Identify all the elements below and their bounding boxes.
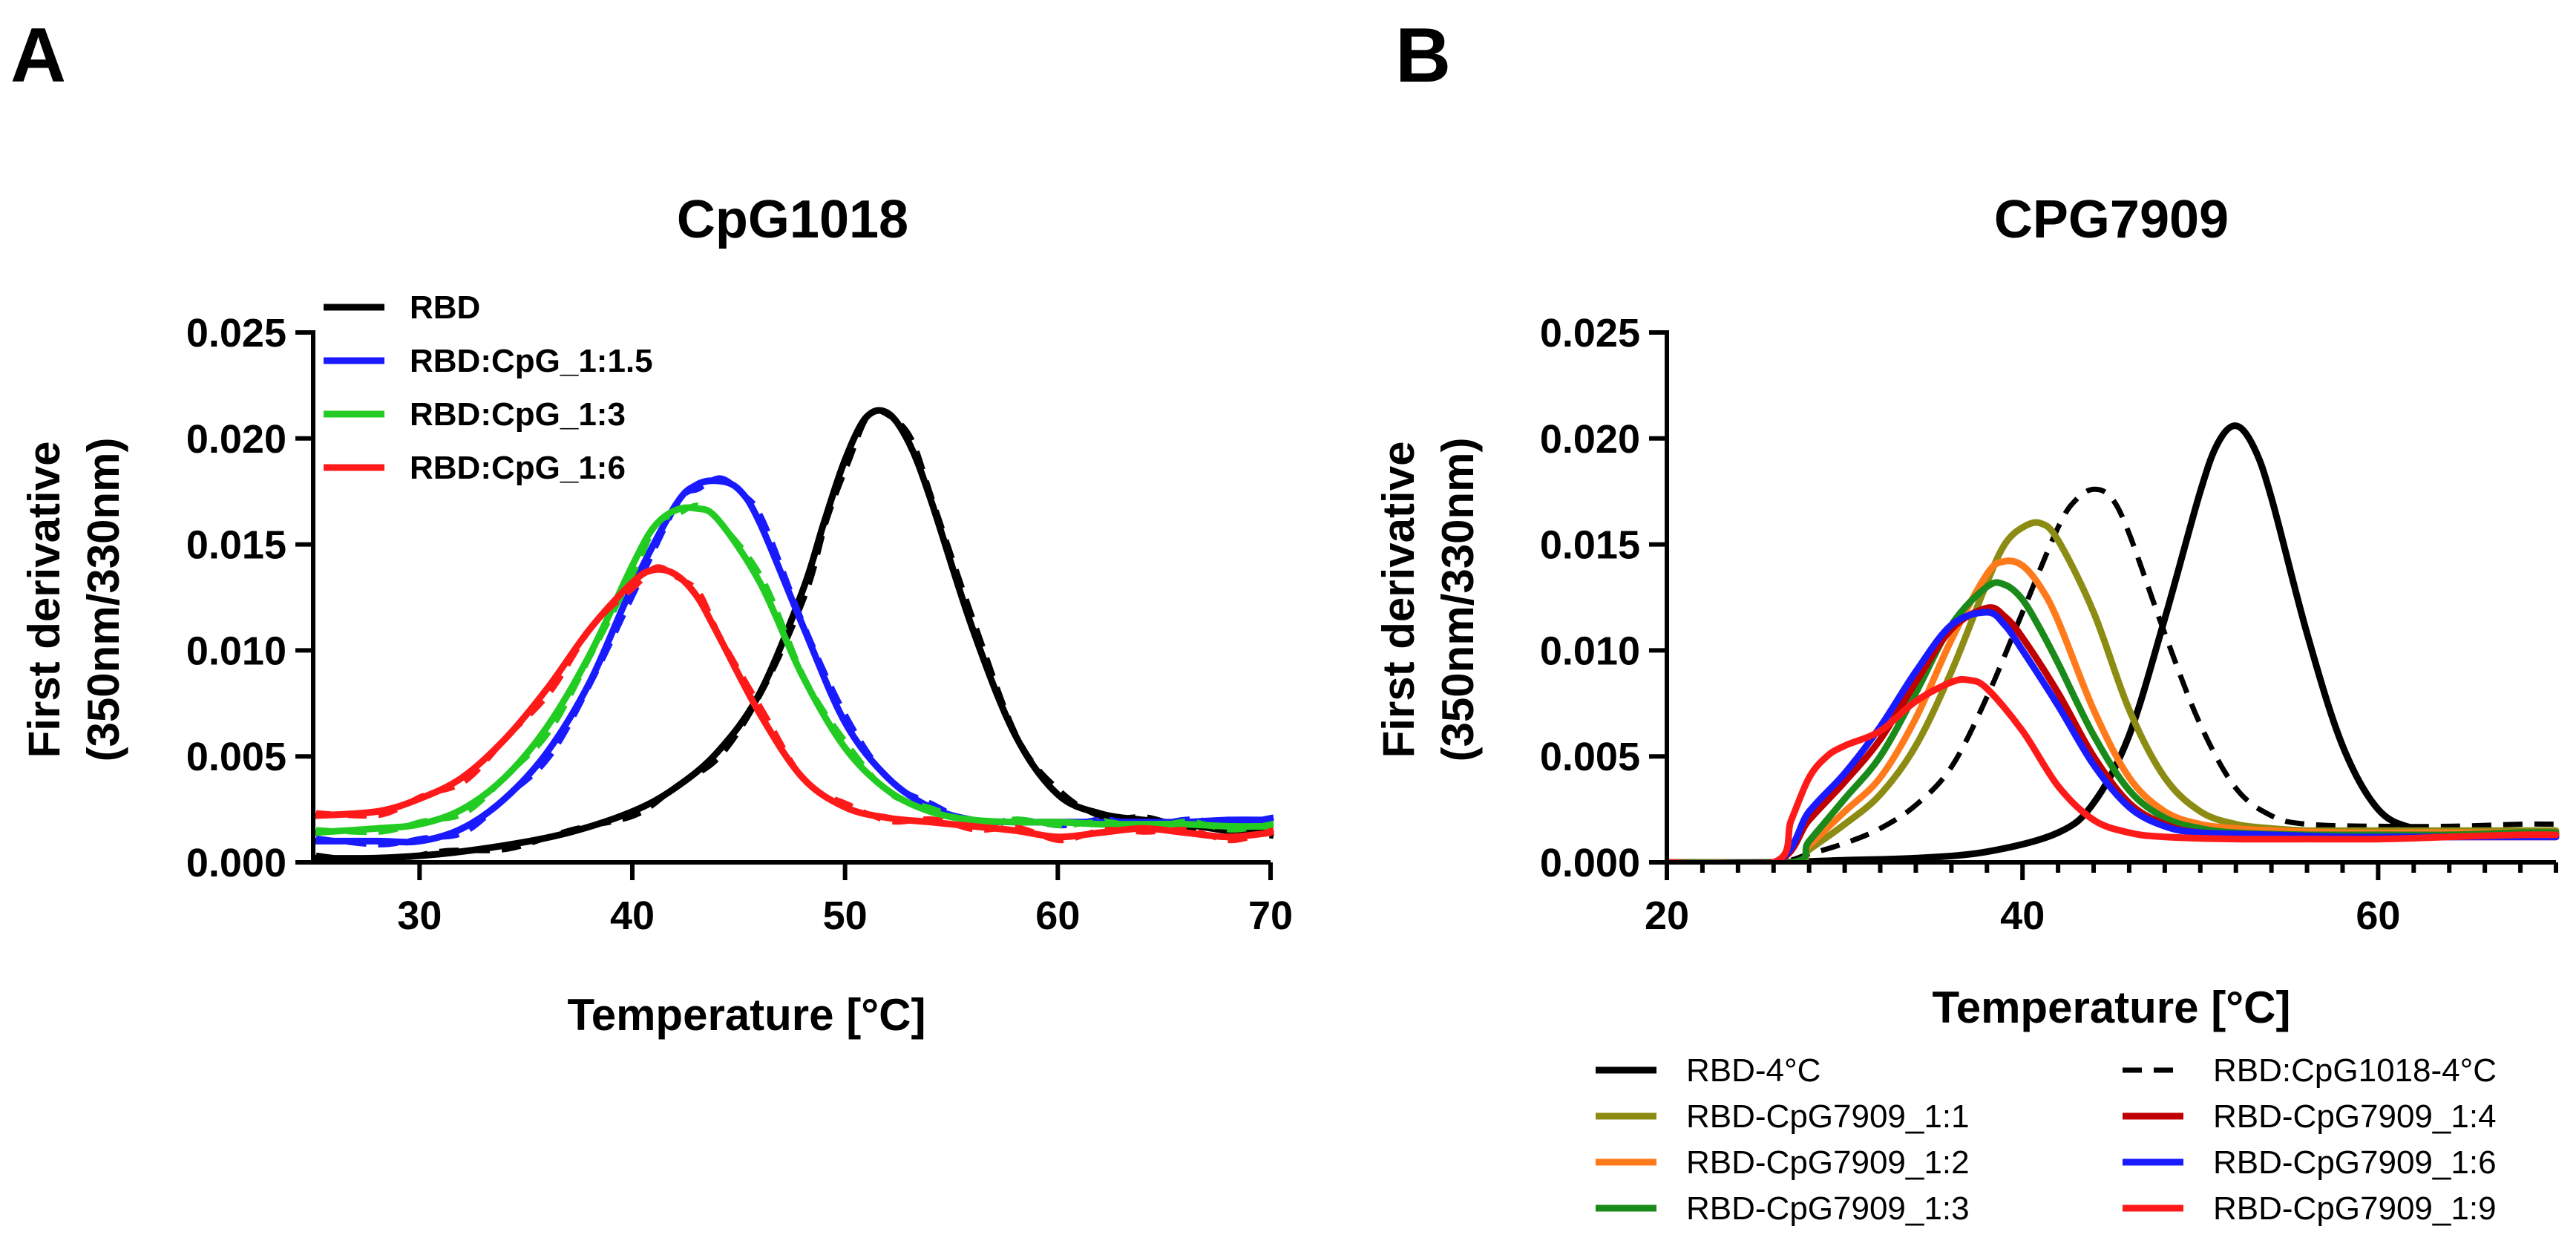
panel-b-xtick-label: 40: [2000, 894, 2045, 938]
panel-a-series-rbd-replicate-line: [315, 407, 1274, 864]
panel-a-legend-rbd-cpg-1-6-label: RBD:CpG_1:6: [410, 450, 626, 486]
panel-a-legend-rbd-cpg-1-1-5-label: RBD:CpG_1:1.5: [410, 343, 653, 379]
panel-b-ticks: 0.000 0.005 0.010 0.015 0.020 0.025 20 40 60: [1540, 311, 2558, 938]
panel-b-ytick-label: 0.025: [1540, 311, 1640, 355]
panel-b-legend-rbd-cpg1018-4-c-label: RBD:CpG1018-4°C: [2213, 1052, 2497, 1089]
panel-b-xtick-label: 60: [2356, 894, 2400, 938]
panel-a-ytick-label: 0.000: [186, 841, 286, 885]
panel-b-legend-rbd-cpg7909-1-3-label: RBD-CpG7909_1:3: [1686, 1190, 1970, 1227]
panel-a-xlabel: Temperature [°C]: [568, 990, 926, 1040]
panel-a-ytick-label: 0.025: [186, 311, 286, 355]
panel-b-series-rbd-cpg1018-4-c-line: [1667, 486, 2557, 864]
panel-b-legend-rbd-cpg7909-1-4-label: RBD-CpG7909_1:4: [2213, 1098, 2497, 1135]
panel-a-ticks: 0.000 0.005 0.010 0.015 0.020 0.025 30 40 50 60 70: [186, 311, 1293, 938]
panel-b-ytick-label: 0.010: [1540, 629, 1640, 673]
panel-a-series-rbd-cpg-1-6-line: [313, 566, 1274, 841]
panel-a-letter: A: [10, 13, 66, 99]
panel-b-legend-rbd-cpg7909-1-1-label: RBD-CpG7909_1:1: [1686, 1098, 1970, 1135]
panel-a-title: CpG1018: [677, 190, 908, 249]
panel-b-plot-area: [1667, 422, 2560, 864]
panel-b-legend-rbd-4-c-label: RBD-4°C: [1686, 1052, 1820, 1089]
panel-b-legend-rbd-cpg7909-1-9-label: RBD-CpG7909_1:9: [2213, 1190, 2497, 1227]
panel-b-ytick-label: 0.000: [1540, 841, 1640, 885]
panel-b-ytick-label: 0.005: [1540, 735, 1640, 779]
panel-a-series-rbd-cpg-1-6-replicate-line: [315, 564, 1274, 844]
panel-b-legend-rbd-cpg7909-1-6-label: RBD-CpG7909_1:6: [2213, 1144, 2497, 1181]
panel-b-xtick-label: 20: [1645, 894, 1689, 938]
panel-a-ytick-label: 0.020: [186, 417, 286, 462]
panel-a-axes: [311, 330, 1271, 865]
panel-a-series-rbd-line: [313, 407, 1274, 862]
panel-a-ylabel-line1: First derivative: [19, 442, 69, 758]
panel-b-series-rbd-cpg7909-1-1-line: [1667, 519, 2560, 864]
panel-b-ylabel-line1: First derivative: [1374, 442, 1423, 758]
panel-a-series-group: [313, 407, 1274, 864]
panel-b-legend: RBD-4°C RBD-CpG7909_1:1 RBD-CpG7909_1:2 RBD…: [1596, 1052, 2497, 1227]
panel-b-xlabel: Temperature [°C]: [1933, 983, 2291, 1032]
panel-a-xtick-label: 70: [1248, 894, 1293, 938]
panel-a-legend-rbd-label: RBD: [410, 289, 480, 326]
panel-a-legend: RBD RBD:CpG_1:1.5 RBD:CpG_1:3 RBD:CpG_1:6: [324, 289, 653, 486]
panel-a-ylabel-line2: (350nm/330nm): [79, 438, 128, 762]
panel-b-y-axis-label: First derivative (350nm/330nm): [1374, 438, 1483, 762]
panel-b-series-group: [1667, 422, 2560, 864]
panel-a-chart: CpG1018 First derivative (350nm/330nm) T…: [19, 190, 1293, 1040]
panel-a-xtick-label: 50: [823, 894, 868, 938]
panel-b-title: CPG7909: [1994, 190, 2229, 249]
panel-a-xtick-label: 40: [610, 894, 655, 938]
panel-b-ytick-label: 0.020: [1540, 417, 1640, 462]
panel-b-letter: B: [1395, 13, 1451, 99]
panel-b-series-rbd-cpg7909-1-9-line: [1667, 675, 2560, 864]
panel-b-ytick-label: 0.015: [1540, 523, 1640, 568]
panel-a-y-axis-label: First derivative (350nm/330nm): [19, 438, 128, 762]
panel-a-xtick-label: 60: [1035, 894, 1080, 938]
panel-a-series-rbd-cpg-1-3-replicate-line: [315, 502, 1274, 836]
panel-a-xtick-label: 30: [397, 894, 442, 938]
panel-b-series-rbd-4-c-line: [1667, 422, 2560, 864]
panel-a-ytick-label: 0.015: [186, 523, 286, 568]
panel-b-chart: CPG7909 First derivative (350nm/330nm) T…: [1374, 190, 2560, 1227]
panel-a-ytick-label: 0.005: [186, 735, 286, 779]
panel-b-axes: [1665, 330, 2556, 865]
panel-b-series-rbd-cpg7909-1-2-line: [1667, 557, 2560, 864]
panel-a-legend-rbd-cpg-1-3-label: RBD:CpG_1:3: [410, 396, 626, 433]
panel-a-ytick-label: 0.010: [186, 629, 286, 673]
panel-b-legend-rbd-cpg7909-1-2-label: RBD-CpG7909_1:2: [1686, 1144, 1970, 1181]
panel-a-plot-area: [313, 407, 1274, 864]
panel-b-ylabel-line2: (350nm/330nm): [1433, 438, 1483, 762]
